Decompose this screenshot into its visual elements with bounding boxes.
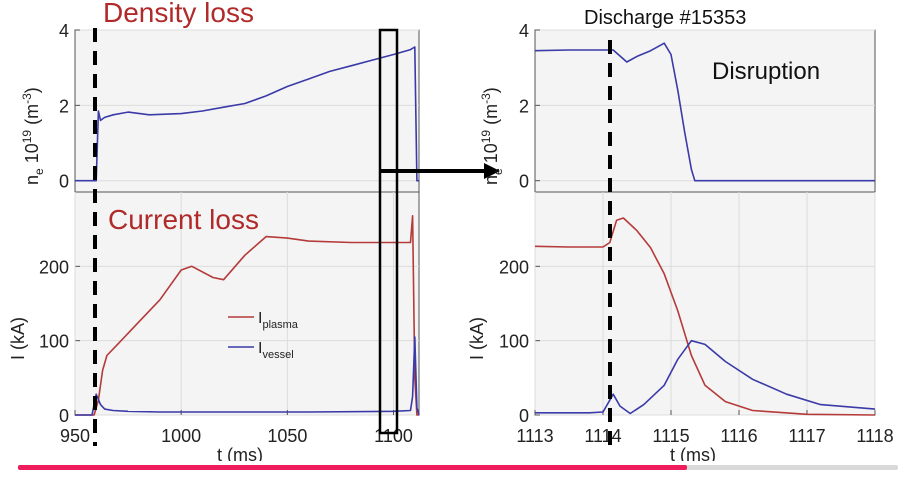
legend-plasma-label: Iplasma [258, 310, 299, 331]
legend-vessel-label: Ivessel [258, 340, 294, 361]
left-bottom-plot-area [74, 191, 420, 416]
y-tick-label: 2 [519, 96, 529, 116]
x-tick-label: 1115 [652, 426, 689, 446]
x-tick-label: 1050 [267, 426, 307, 446]
tick-labels: 0 2 4 0 100 200 950 1000 1050 1100 0 2 4 0 100 200 1113 1… [39, 21, 894, 446]
x-tick-label: 1100 [374, 426, 413, 446]
y-tick-label: 200 [39, 257, 69, 277]
ylabel-i-right: I (kA) [467, 317, 487, 360]
legend: Iplasma Ivessel [228, 310, 299, 361]
xlabel-right: t (ms) [670, 445, 716, 465]
x-tick-label: 1114 [584, 426, 621, 446]
right-bottom-plot-area [534, 191, 876, 416]
legend-plasma-sub: plasma [262, 319, 298, 331]
x-tick-label: 1113 [516, 426, 553, 446]
right-top-plot-area [534, 29, 876, 193]
series-line-left-top-0 [75, 46, 419, 182]
x-tick-label: 1117 [788, 426, 825, 446]
series-line-left-bottom-vessel [75, 336, 420, 416]
ylabel-i-left: I (kA) [8, 317, 28, 360]
left-top-plot-area [74, 29, 420, 193]
series-line-right-bottom-0 [534, 217, 876, 416]
y-tick-label: 2 [59, 96, 69, 116]
series-line-right-bottom-1 [535, 339, 876, 415]
ylabel-ne-left: ne 1019 (m-3) [20, 87, 46, 185]
y-tick-label: 100 [39, 332, 69, 352]
discharge-title: Discharge #15353 [584, 7, 746, 29]
x-tick-label: 1116 [720, 426, 757, 446]
y-tick-label: 200 [499, 257, 529, 277]
disruption-label: Disruption [712, 58, 820, 85]
y-tick-label: 0 [59, 172, 69, 192]
zoom-box [378, 28, 399, 435]
xlabel-left: t (ms) [217, 445, 263, 465]
grid [74, 29, 876, 416]
y-tick-label: 0 [59, 406, 69, 426]
x-tick-label: 1118 [856, 426, 893, 446]
x-tick-label: 1000 [161, 426, 201, 446]
series-line-left-bottom-plasma [75, 215, 419, 416]
y-tick-label: 4 [519, 21, 529, 41]
y-tick-label: 0 [519, 406, 529, 426]
y-tick-label: 100 [499, 332, 529, 352]
y-tick-label: 4 [59, 21, 69, 41]
x-tick-label: 950 [60, 426, 90, 446]
zoom-arrow-head [484, 163, 500, 179]
series-layer [75, 42, 876, 416]
video-progress-bar[interactable] [0, 461, 916, 478]
legend-vessel-sub: vessel [262, 349, 293, 361]
y-tick-label: 0 [519, 172, 529, 192]
current-loss-title: Current loss [108, 204, 259, 235]
density-loss-title: Density loss [103, 0, 254, 28]
ylabel-ne-right: ne 1019 (m-3) [479, 87, 505, 185]
video-progress-fill [18, 465, 687, 470]
